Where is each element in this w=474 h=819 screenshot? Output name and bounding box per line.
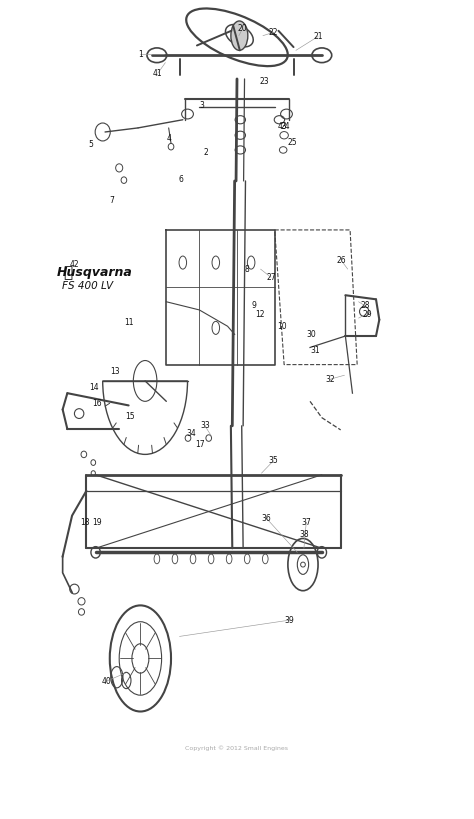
Text: Copyright © 2012 Small Engines: Copyright © 2012 Small Engines	[185, 745, 289, 751]
Text: 24: 24	[280, 122, 290, 131]
Text: FS 400 LV: FS 400 LV	[62, 281, 113, 292]
Text: 37: 37	[301, 518, 311, 527]
Text: 43: 43	[278, 122, 288, 131]
Text: 29: 29	[363, 310, 373, 319]
Text: 34: 34	[186, 429, 196, 438]
Text: 28: 28	[360, 301, 370, 310]
Text: 1: 1	[138, 50, 143, 59]
Circle shape	[231, 21, 248, 50]
Text: 15: 15	[125, 411, 134, 420]
Text: 6: 6	[178, 174, 183, 183]
Text: 31: 31	[311, 346, 320, 355]
Text: 13: 13	[110, 367, 120, 376]
Text: 7: 7	[109, 196, 115, 205]
Text: 11: 11	[124, 318, 133, 327]
Text: 2: 2	[204, 148, 209, 157]
Text: 22: 22	[269, 28, 278, 37]
Text: 30: 30	[306, 330, 316, 339]
Text: 36: 36	[261, 514, 271, 523]
Text: 18: 18	[80, 518, 90, 527]
Text: 17: 17	[195, 440, 205, 449]
Text: 21: 21	[313, 32, 323, 41]
Text: 26: 26	[337, 256, 346, 265]
Text: 35: 35	[268, 456, 278, 465]
Text: 23: 23	[259, 77, 269, 86]
Text: 38: 38	[299, 530, 309, 539]
Text: Husqvarna: Husqvarna	[57, 266, 133, 279]
Text: 14: 14	[90, 383, 99, 392]
Text: 32: 32	[325, 375, 335, 384]
Text: 41: 41	[153, 69, 163, 78]
Text: 42: 42	[70, 260, 79, 269]
Text: 39: 39	[285, 616, 295, 625]
Text: 20: 20	[238, 24, 247, 33]
Text: 9: 9	[251, 301, 256, 310]
Text: 16: 16	[92, 400, 101, 409]
Text: 3: 3	[199, 102, 204, 111]
Text: 19: 19	[92, 518, 101, 527]
Text: 33: 33	[200, 421, 210, 430]
Text: ⓗ: ⓗ	[63, 265, 72, 280]
Text: 25: 25	[287, 138, 297, 147]
Text: 10: 10	[277, 322, 287, 331]
Text: 40: 40	[101, 676, 111, 686]
Text: 4: 4	[166, 134, 171, 143]
Text: 5: 5	[89, 140, 93, 149]
Text: 27: 27	[266, 273, 276, 282]
Text: 12: 12	[255, 310, 264, 319]
Text: 8: 8	[244, 265, 249, 274]
